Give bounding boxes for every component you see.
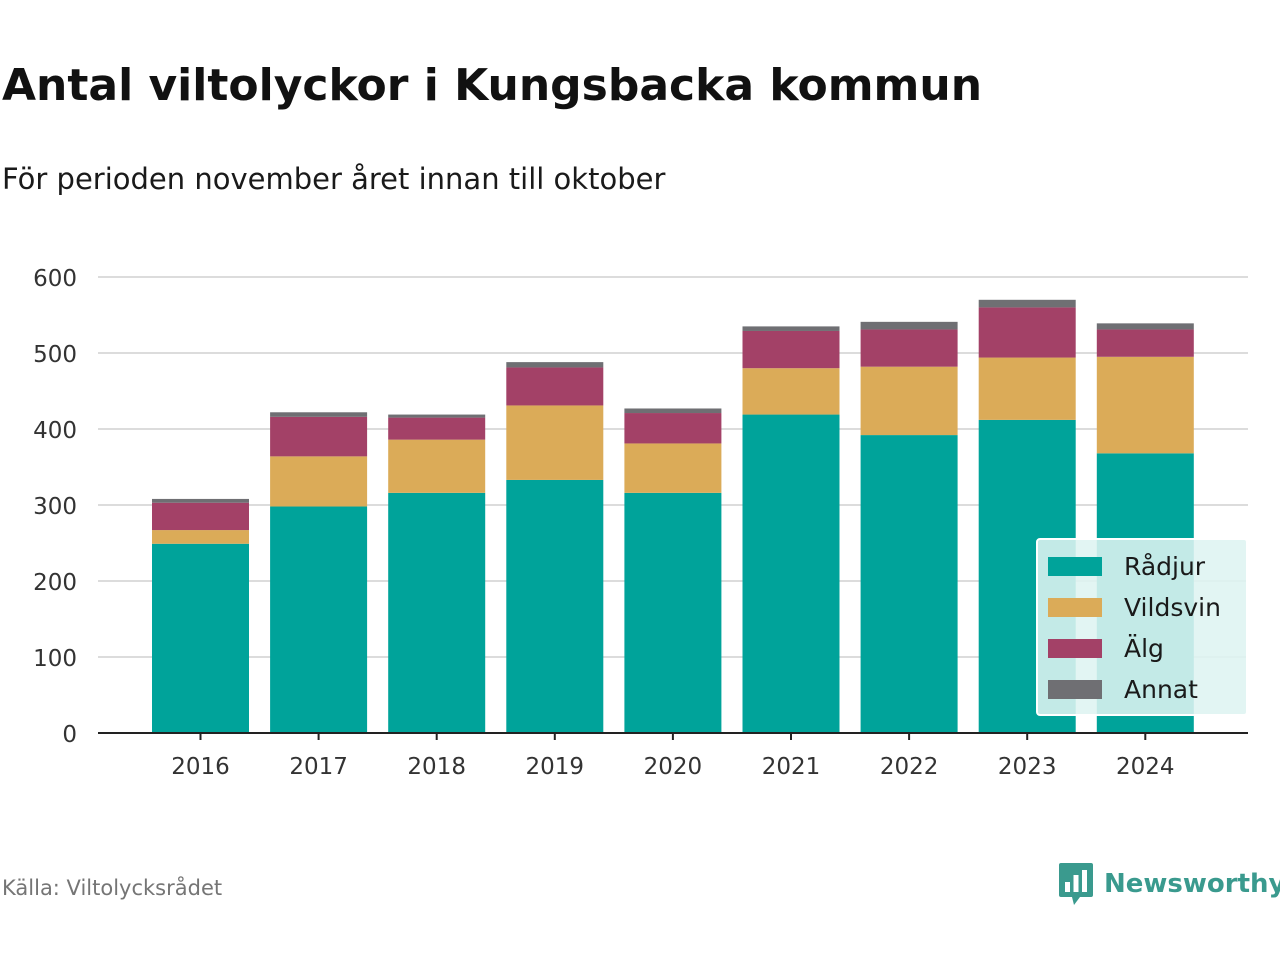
bar-2017-annat: [270, 412, 368, 417]
x-tick-label: 2021: [762, 754, 821, 780]
x-tick-label: 2017: [289, 754, 348, 780]
y-tick-label: 0: [62, 722, 77, 748]
bar-2016-vildsvin: [152, 530, 249, 544]
bar-2018-annat: [388, 414, 486, 418]
bar-2021-annat: [742, 326, 840, 331]
bar-2022-annat: [860, 321, 958, 330]
brand-name: Newsworthy: [1104, 869, 1280, 899]
bar-2023-älg: [978, 307, 1076, 358]
y-tick-label: 200: [33, 570, 77, 596]
legend-swatch: [1048, 598, 1102, 617]
bar-2016-annat: [152, 498, 249, 503]
bar-2023-vildsvin: [978, 357, 1076, 420]
bar-2018-rådjur: [388, 492, 486, 733]
legend-swatch: [1048, 639, 1102, 658]
bar-2017-vildsvin: [270, 456, 368, 507]
bar-2016-rådjur: [152, 543, 249, 733]
legend-item-vildsvin: Vildsvin: [1048, 587, 1246, 628]
bar-2017-rådjur: [270, 506, 368, 733]
bar-2019-rådjur: [506, 479, 604, 733]
x-tick-label: 2018: [407, 754, 466, 780]
bar-2023-annat: [978, 299, 1076, 308]
bar-2019-annat: [506, 362, 604, 368]
bar-2024-älg: [1096, 329, 1194, 357]
bar-chart-logo-icon: [1059, 863, 1093, 905]
legend-label: Annat: [1124, 675, 1198, 704]
bar-2019-älg: [506, 367, 604, 406]
bar-2021-vildsvin: [742, 368, 840, 415]
x-tick-label: 2024: [1116, 754, 1175, 780]
legend-item-rådjur: Rådjur: [1048, 546, 1246, 587]
legend-label: Älg: [1124, 634, 1164, 663]
y-tick-label: 300: [33, 494, 77, 520]
bar-2018-vildsvin: [388, 439, 486, 493]
y-tick-label: 100: [33, 646, 77, 672]
bar-2020-rådjur: [624, 492, 722, 733]
y-tick-label: 600: [33, 266, 77, 292]
bar-2022-vildsvin: [860, 366, 958, 436]
legend-swatch: [1048, 557, 1102, 576]
bar-2024-annat: [1096, 323, 1194, 330]
x-tick-label: 2023: [998, 754, 1057, 780]
bar-2022-älg: [860, 329, 958, 367]
legend-item-älg: Älg: [1048, 628, 1246, 669]
bar-2016-älg: [152, 502, 249, 531]
x-tick-label: 2022: [880, 754, 939, 780]
axes: 0 100 200 300 400 500 600 2016 2017 2018 2019 2020 2…: [33, 266, 1248, 780]
bar-2022-rådjur: [860, 435, 958, 733]
chart-legend: Rådjur Vildsvin Älg Annat: [1036, 538, 1248, 716]
chart-title: Antal viltolyckor i Kungsbacka kommun: [2, 60, 983, 111]
bar-2018-älg: [388, 417, 486, 440]
bars: [152, 299, 1194, 733]
x-tick-label: 2016: [171, 754, 230, 780]
bar-2017-älg: [270, 416, 368, 457]
legend-label: Rådjur: [1124, 552, 1206, 581]
legend-item-annat: Annat: [1048, 669, 1246, 710]
bar-2020-annat: [624, 408, 722, 414]
x-tick-label: 2020: [644, 754, 703, 780]
bar-2020-älg: [624, 413, 722, 444]
bar-2021-älg: [742, 330, 840, 369]
legend-label: Vildsvin: [1124, 593, 1221, 622]
brand-logo: Newsworthy: [1058, 860, 1280, 908]
bar-2020-vildsvin: [624, 443, 722, 493]
source-note: Källa: Viltolycksrådet: [2, 876, 223, 900]
x-tick-label: 2019: [526, 754, 585, 780]
y-tick-label: 500: [33, 342, 77, 368]
legend-swatch: [1048, 680, 1102, 699]
bar-2019-vildsvin: [506, 405, 604, 480]
bar-2021-rådjur: [742, 414, 840, 733]
bar-2024-vildsvin: [1096, 356, 1194, 454]
chart-subtitle: För perioden november året innan till ok…: [2, 162, 666, 196]
y-tick-label: 400: [33, 418, 77, 444]
